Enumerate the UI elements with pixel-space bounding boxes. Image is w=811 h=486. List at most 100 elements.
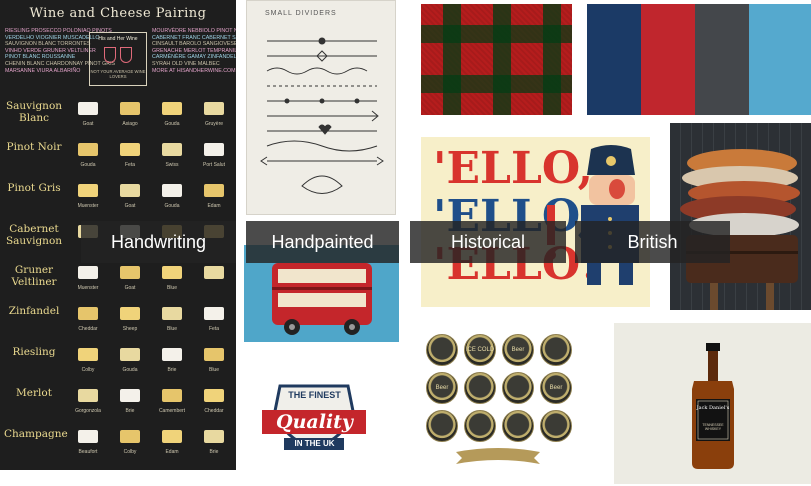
wine-name: Cabernet Sauvignon	[5, 223, 63, 247]
cheese-item: Gouda	[70, 143, 106, 168]
cheese-icon	[78, 143, 98, 156]
cheese-label: Swiss	[165, 162, 179, 168]
cheese-label: Beaufort	[78, 449, 98, 455]
cheese-label: Colby	[123, 449, 137, 455]
varietal-line: CABERNET FRANC CABERNET SAUVIGNON	[152, 34, 236, 41]
cheese-icon	[78, 184, 98, 197]
label-handwriting[interactable]: Handwriting	[81, 221, 236, 263]
cheese-label: Gruyère	[204, 121, 224, 127]
swatch-sky	[749, 4, 811, 115]
cheese-item: Gouda	[154, 184, 190, 209]
cheese-item: Blue	[196, 348, 232, 373]
cheese-item: Gouda	[112, 348, 148, 373]
cheese-label: Gouda	[164, 203, 180, 209]
cheese-icon	[204, 266, 224, 279]
badge-title: His and Her Wine	[98, 36, 138, 42]
whiskey-bottle-image[interactable]: Jack Daniel's TENNESSEE WHISKEY	[614, 323, 811, 484]
finest-quality-badge-image[interactable]: THE FINEST Quality IN THE UK	[244, 370, 385, 477]
cheese-item: Brie	[196, 430, 232, 455]
red-tartan-fabric-image[interactable]	[421, 4, 572, 115]
bottle-cap-icon	[540, 410, 572, 442]
cap-label: Beer	[549, 385, 563, 391]
wine-row: Pinot Gris Muenster Goat Gouda Edam	[0, 178, 236, 222]
cheese-label: Brie	[125, 408, 135, 414]
cheese-item: Goat	[112, 266, 148, 291]
small-dividers-image[interactable]: SMALL DIVIDERS	[246, 0, 396, 215]
cheese-icon	[120, 389, 140, 402]
cheese-item: Colby	[112, 430, 148, 455]
cheese-label: Asiago	[122, 121, 138, 127]
cheese-item: Gouda	[154, 102, 190, 127]
bottle-sub-label: TENNESSEE WHISKEY	[702, 423, 724, 431]
label-historical[interactable]: Historical	[410, 221, 566, 263]
cheese-icon	[120, 307, 140, 320]
wine-varietals-right: MOURVÈDRE NEBBIOLO PINOT NOIRCABERNET FR…	[152, 28, 236, 74]
cheese-item: Swiss	[154, 143, 190, 168]
color-palette-image[interactable]	[587, 4, 811, 115]
bottle-cap-icon	[426, 410, 458, 442]
wine-name: Merlot	[16, 387, 52, 399]
cheese-icon	[162, 184, 182, 197]
cheese-label: Feta	[124, 162, 135, 168]
varietal-line: VINHO VERDE GRUNER VELTLINER	[5, 47, 96, 54]
label-handpainted[interactable]: Handpainted	[246, 221, 399, 263]
cheese-label: Blue	[208, 367, 219, 373]
cheese-item: Beaufort	[70, 430, 106, 455]
varietal-line: SAUVIGNON BLANC TORRONTES	[5, 41, 91, 48]
cheese-item: Goat	[70, 102, 106, 127]
varietal-line: MORE AT HISANDHERWINE.COM	[152, 67, 236, 74]
label-british[interactable]: British	[575, 221, 730, 263]
cheese-label: Edam	[207, 203, 221, 209]
caps-ribbon	[456, 448, 540, 464]
cheese-icon	[162, 266, 182, 279]
wine-glass-icon	[120, 47, 132, 63]
cheese-icon	[204, 307, 224, 320]
cheese-item: Edam	[196, 184, 232, 209]
cheese-label: Gouda	[164, 121, 180, 127]
cheese-icon	[120, 266, 140, 279]
cheese-item: Gruyère	[196, 102, 232, 127]
swatch-red	[641, 4, 695, 115]
jumpers-stack-illustration	[680, 149, 800, 310]
swatch-navy	[587, 4, 641, 115]
cheese-item	[196, 266, 232, 285]
cheese-item: Edam	[154, 430, 190, 455]
cheese-label: Feta	[208, 326, 219, 332]
wine-name: Sauvignon Blanc	[5, 100, 63, 124]
cap-label: ICE COLD	[465, 347, 495, 353]
cheese-icon	[120, 102, 140, 115]
varietal-line: MOURVÈDRE NEBBIOLO PINOT NOIR	[152, 28, 236, 34]
wine-name: Gruner Veltliner	[11, 264, 57, 288]
cheese-icon	[120, 348, 140, 361]
bottle-cap-icon: Beer	[540, 372, 572, 404]
cheese-item: Colby	[70, 348, 106, 373]
bottle-illustration	[692, 343, 734, 469]
cheese-icon	[78, 266, 98, 279]
cheese-icon	[204, 389, 224, 402]
cheese-icon	[162, 143, 182, 156]
knit-jumpers-suitcase-image[interactable]	[670, 123, 811, 310]
cheese-icon	[162, 102, 182, 115]
bottle-cap-icon: Beer	[502, 334, 534, 366]
cheese-icon	[78, 430, 98, 443]
bottle-cap-icon	[502, 410, 534, 442]
cheese-label: Goat	[124, 203, 136, 209]
bottle-cap-icon	[502, 372, 534, 404]
cheese-item: Brie	[154, 348, 190, 373]
cheese-icon	[204, 184, 224, 197]
quality-top-text: THE FINEST	[288, 390, 341, 400]
cheese-item: Muenster	[70, 266, 106, 291]
divider-doodles	[260, 37, 384, 194]
cheese-icon	[204, 143, 224, 156]
wine-name: Pinot Gris	[7, 182, 61, 194]
beer-bottle-caps-image[interactable]: ICE COLD Beer Beer Beer	[418, 326, 578, 466]
cheese-item: Goat	[112, 184, 148, 209]
cheese-item: Port Salut	[196, 143, 232, 168]
wine-glass-icon	[104, 47, 116, 63]
varietal-line: VERDELHO VIOGNIER MUSCADELLO	[5, 34, 100, 41]
bottle-cap-icon	[464, 410, 496, 442]
cheese-item: Feta	[112, 143, 148, 168]
varietal-line: SYRAH OLD VINE MALBEC	[152, 60, 220, 67]
cheese-icon	[78, 389, 98, 402]
dividers-title: SMALL DIVIDERS	[265, 10, 337, 17]
